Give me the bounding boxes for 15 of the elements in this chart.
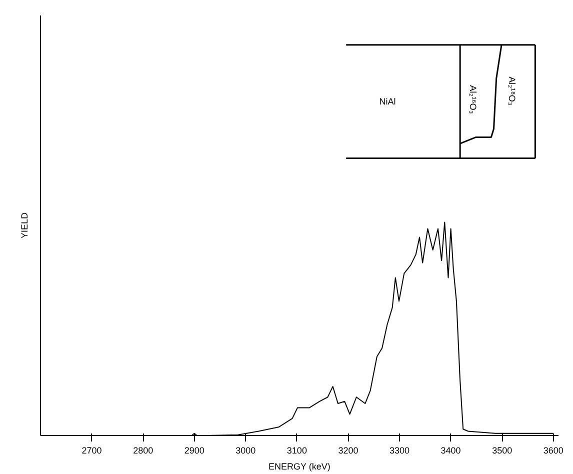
x-tick-label: 3400 (440, 446, 461, 456)
text: Al₂¹⁸O₃ (506, 76, 517, 106)
x-tick-label: 3000 (236, 446, 256, 456)
x-tick-label: 3100 (286, 446, 307, 456)
x-tick-label: 3200 (338, 446, 358, 456)
x-axis-title: ENERGY (keV) (268, 462, 330, 472)
x-tick-label: 2900 (184, 446, 204, 456)
x-tick-label: 2700 (82, 446, 102, 456)
x-tick-label: 2800 (133, 446, 154, 456)
x-tick-label: 3600 (543, 446, 564, 456)
text: Al₂¹⁶O₃ (468, 85, 478, 114)
x-tick-label: 3300 (390, 446, 410, 456)
text: NiAl (379, 96, 396, 107)
x-tick-label: 3500 (492, 446, 512, 456)
y-axis-title: YIELD (20, 212, 30, 239)
